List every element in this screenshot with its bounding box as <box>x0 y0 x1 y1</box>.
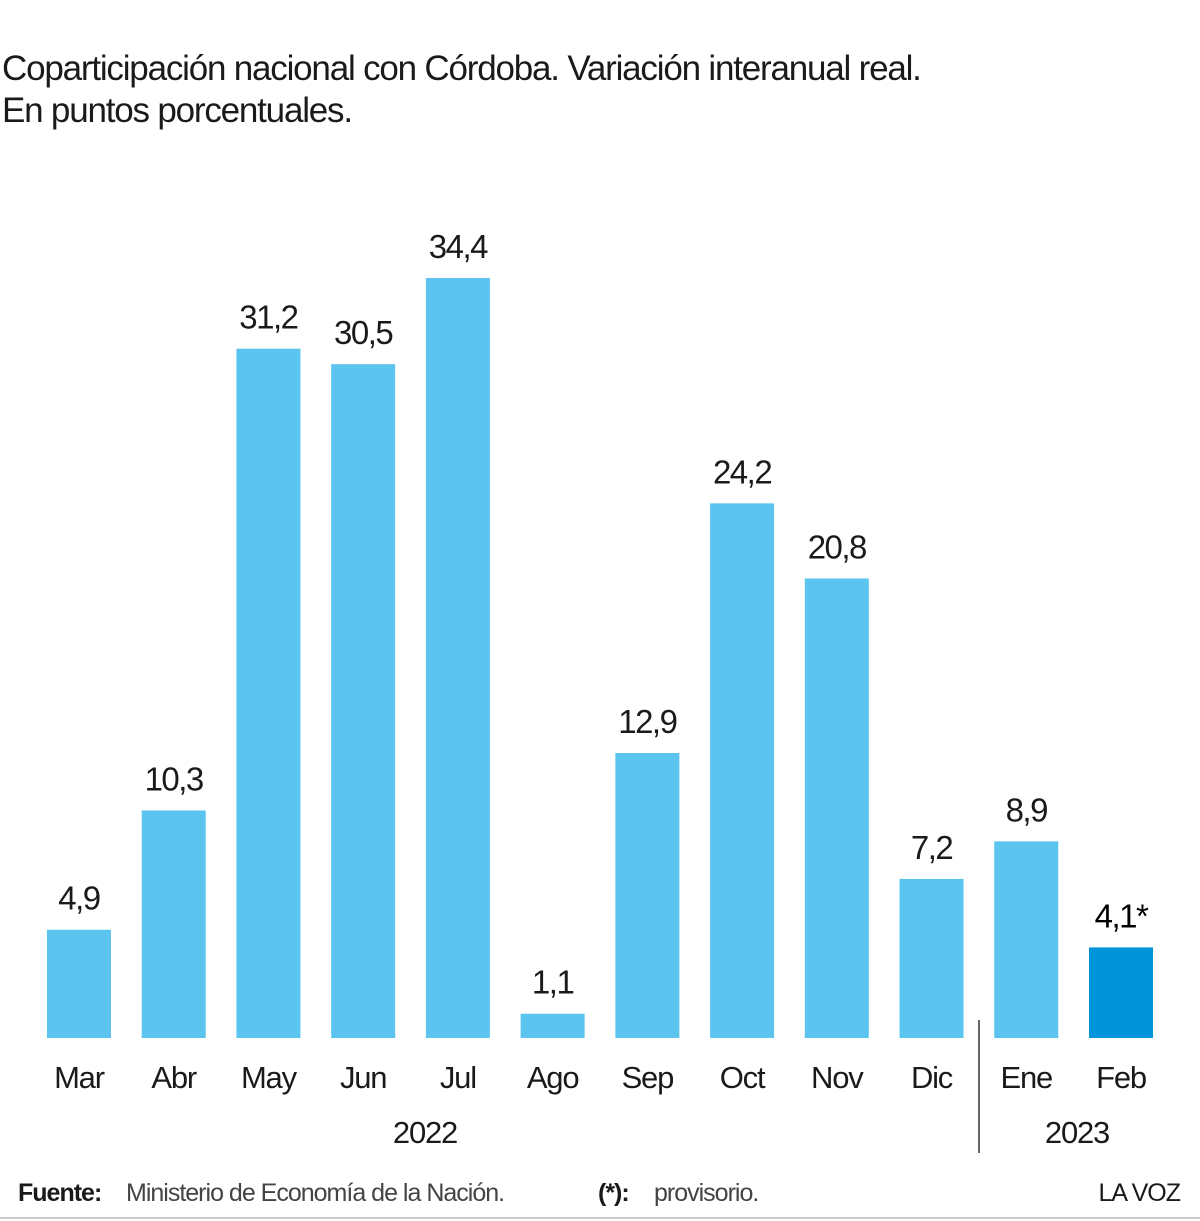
chart-subtitle: En puntos porcentuales. <box>2 91 352 130</box>
x-tick-label: Abr <box>151 1060 197 1095</box>
note: provisorio. <box>654 1179 758 1207</box>
bar <box>141 810 206 1038</box>
x-tick-label: May <box>241 1060 298 1095</box>
x-tick-label: Feb <box>1096 1060 1146 1095</box>
bar <box>46 929 111 1038</box>
value-label: 12,9 <box>618 703 676 740</box>
value-label: 34,4 <box>429 228 488 265</box>
x-tick-label: Ago <box>527 1060 579 1095</box>
x-tick-label: Jul <box>440 1060 476 1095</box>
value-label: 10,3 <box>145 760 203 797</box>
value-label: 24,2 <box>713 453 771 490</box>
bar <box>331 364 396 1038</box>
x-tick-label: Jun <box>340 1060 386 1095</box>
bar <box>425 278 490 1038</box>
value-label: 30,5 <box>334 314 392 351</box>
bar <box>994 841 1059 1038</box>
x-tick-label: Mar <box>54 1060 105 1095</box>
bar <box>710 503 775 1038</box>
value-label: 7,2 <box>911 829 953 866</box>
bar <box>236 348 301 1039</box>
bar <box>615 753 680 1038</box>
chart-title: Coparticipación nacional con Córdoba. Va… <box>2 49 921 88</box>
year-label: 2023 <box>1045 1115 1109 1150</box>
value-label: 1,1 <box>532 964 574 1001</box>
year-label: 2022 <box>393 1115 457 1150</box>
value-label: 31,2 <box>239 299 297 336</box>
brand: LA VOZ <box>1098 1179 1180 1207</box>
value-label: 20,8 <box>808 528 866 565</box>
bar <box>520 1013 585 1038</box>
value-label: 4,9 <box>58 880 100 917</box>
bar <box>1088 947 1153 1038</box>
x-tick-label: Nov <box>811 1060 864 1095</box>
value-label: 4,1* <box>1095 897 1149 934</box>
source: Ministerio de Economía de la Nación. <box>126 1179 504 1207</box>
bar <box>899 878 964 1038</box>
x-tick-label: Sep <box>622 1060 674 1095</box>
note-label: (*): <box>598 1179 629 1207</box>
value-label: 8,9 <box>1006 791 1048 828</box>
footer: Fuente: Ministerio de Economía de la Nac… <box>18 1179 758 1207</box>
x-tick-label: Oct <box>720 1060 766 1095</box>
x-tick-label: Ene <box>1000 1060 1052 1095</box>
source-label: Fuente: <box>18 1179 101 1207</box>
x-tick-label: Dic <box>911 1060 953 1095</box>
bar <box>804 578 869 1038</box>
